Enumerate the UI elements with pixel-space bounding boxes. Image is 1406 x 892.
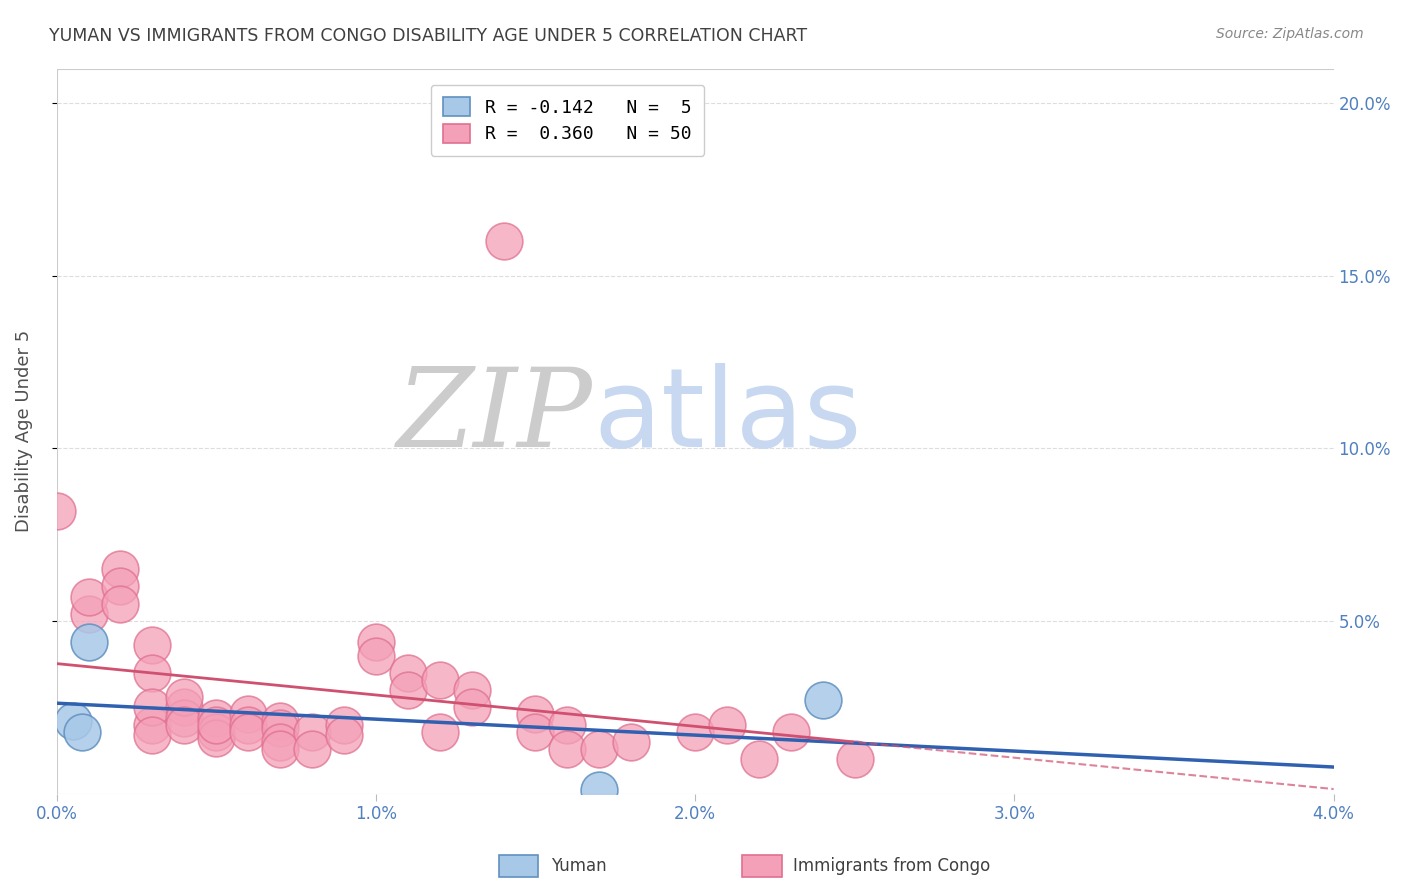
Point (492, 234, 515, 248)
Point (396, 665, 419, 680)
Point (110, 562, 132, 576)
Point (141, 638, 163, 652)
Text: Yuman: Yuman (551, 857, 607, 875)
Point (269, 741, 291, 756)
Point (238, 724, 260, 739)
Legend: R = -0.142   N =  5, R =  0.360   N = 50: R = -0.142 N = 5, R = 0.360 N = 50 (430, 85, 704, 156)
Point (588, 741, 610, 756)
Point (173, 690, 195, 704)
Point (460, 700, 482, 714)
Point (460, 683, 482, 698)
Point (301, 741, 323, 756)
Point (269, 714, 291, 728)
Point (173, 717, 195, 731)
Point (844, 752, 866, 766)
Point (811, 693, 834, 707)
Text: Source: ZipAtlas.com: Source: ZipAtlas.com (1216, 27, 1364, 41)
Point (45, 503, 67, 517)
Point (141, 717, 163, 731)
Point (333, 728, 356, 742)
Point (77, 607, 100, 621)
Point (205, 711, 228, 725)
Text: Immigrants from Congo: Immigrants from Congo (793, 857, 990, 875)
Point (205, 731, 228, 746)
Text: atlas: atlas (593, 363, 862, 470)
Y-axis label: Disability Age Under 5: Disability Age Under 5 (15, 330, 32, 533)
Point (429, 724, 451, 739)
Point (141, 728, 163, 742)
Point (70, 724, 93, 739)
Point (110, 579, 132, 593)
Point (269, 721, 291, 735)
Point (77, 634, 100, 648)
Point (364, 648, 387, 663)
Point (620, 735, 643, 749)
Point (62, 714, 84, 728)
Point (683, 724, 706, 739)
Point (173, 700, 195, 714)
Point (396, 683, 419, 698)
Point (333, 717, 356, 731)
Point (173, 711, 195, 725)
Point (364, 634, 387, 648)
Point (557, 717, 579, 731)
Point (588, 783, 610, 797)
Point (110, 597, 132, 611)
Text: ZIP: ZIP (396, 363, 593, 470)
Point (141, 665, 163, 680)
Point (238, 717, 260, 731)
Point (716, 717, 738, 731)
Point (557, 741, 579, 756)
Point (524, 707, 547, 722)
Text: YUMAN VS IMMIGRANTS FROM CONGO DISABILITY AGE UNDER 5 CORRELATION CHART: YUMAN VS IMMIGRANTS FROM CONGO DISABILIT… (49, 27, 807, 45)
Point (205, 717, 228, 731)
Point (141, 700, 163, 714)
Point (77, 590, 100, 604)
Point (205, 724, 228, 739)
Point (429, 673, 451, 687)
Point (748, 752, 770, 766)
Point (780, 724, 803, 739)
Point (524, 724, 547, 739)
Point (301, 724, 323, 739)
Point (238, 707, 260, 722)
Point (269, 735, 291, 749)
